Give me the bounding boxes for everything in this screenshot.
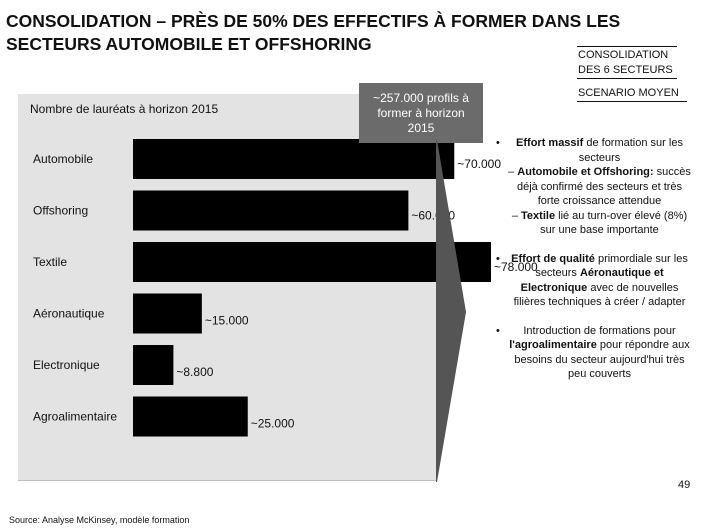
category-label: Offshoring (33, 204, 88, 218)
bullet-2-bold-2: Aéronautique et Electronique (520, 267, 664, 294)
bullet-2-bold: Effort de qualité (511, 252, 595, 265)
bar (133, 293, 202, 334)
category-label: Automobile (33, 152, 93, 166)
page-number: 49 (678, 479, 691, 491)
value-label: ~25.000 (251, 417, 295, 431)
bullet-dot: • (496, 252, 500, 265)
source-note: Source: Analyse McKinsey, modèle formati… (9, 515, 190, 525)
bullet-item-3: • Introduction de formations pour l'agro… (492, 324, 692, 382)
bullet-2-text-2: avec de nouvelles filières techniques à … (513, 281, 686, 309)
category-label: Aéronautique (33, 307, 105, 321)
bar (133, 139, 455, 179)
consolidation-tag-line (577, 46, 677, 47)
bullet-3-text: Introduction de formations pour (523, 324, 676, 337)
consolidation-tag: CONSOLIDATION DES 6 SECTEURS (578, 49, 673, 76)
dash: – (511, 209, 518, 222)
bar (133, 396, 248, 437)
category-label: Agroalimentaire (33, 410, 117, 424)
bullet-dot: • (496, 324, 500, 337)
bullet-1-sub-1-text: succès déjà confirmé des secteurs et trè… (516, 166, 691, 207)
bullet-1-sub-1-bold: Automobile et Offshoring: (517, 166, 654, 178)
chart-title: Nombre de lauréats à horizon 2015 (30, 102, 219, 116)
bar (133, 242, 491, 282)
scenario-tag-underline (577, 101, 687, 102)
scenario-tag: SCENARIO MOYEN (578, 87, 679, 99)
bullet-1-sub-1: – Automobile et Offshoring: succès déjà … (507, 165, 692, 209)
bullet-2-text: primordiale sur les secteurs (535, 252, 688, 280)
bullet-item-2: • Effort de qualité primordiale sur les … (492, 252, 692, 310)
page-title: CONSOLIDATION – PRÈS DE 50% DES EFFECTIF… (6, 11, 621, 54)
value-label: ~8.800 (176, 365, 213, 379)
bullet-dot: • (496, 137, 500, 149)
bullet-item-1: • Effort massif de formation sur les sec… (492, 136, 692, 238)
bullet-1-text: de formation sur les secteurs (578, 137, 683, 164)
total-callout: ~257.000 profils à former à horizon 2015 (359, 83, 483, 143)
value-label: ~78.000 (494, 260, 538, 274)
value-label: ~70.000 (457, 157, 501, 171)
bullet-1-sub-2-bold: Textile (521, 209, 556, 222)
dash: – (508, 166, 515, 178)
bullet-3-bold: l'agroalimentaire (509, 339, 597, 351)
value-label: ~15.000 (205, 314, 249, 328)
category-label: Textile (33, 255, 67, 269)
bullet-1-bold: Effort massif (516, 137, 584, 149)
bullet-1-sub-2-text: lié au turn-over élevé (8%) sur une base… (540, 209, 688, 237)
category-label: Electronique (33, 358, 100, 372)
bullets-panel: • Effort massif de formation sur les sec… (492, 136, 692, 382)
total-callout-text: ~257.000 profils à former à horizon 2015 (373, 90, 469, 135)
bullet-3-text-2: pour répondre aux besoins du secteur auj… (514, 339, 690, 380)
bar (133, 190, 409, 231)
consolidation-tag-underline (577, 78, 677, 79)
bullet-1-sub-2: – Textile lié au turn-over élevé (8%) su… (507, 209, 692, 238)
bar (133, 345, 174, 385)
